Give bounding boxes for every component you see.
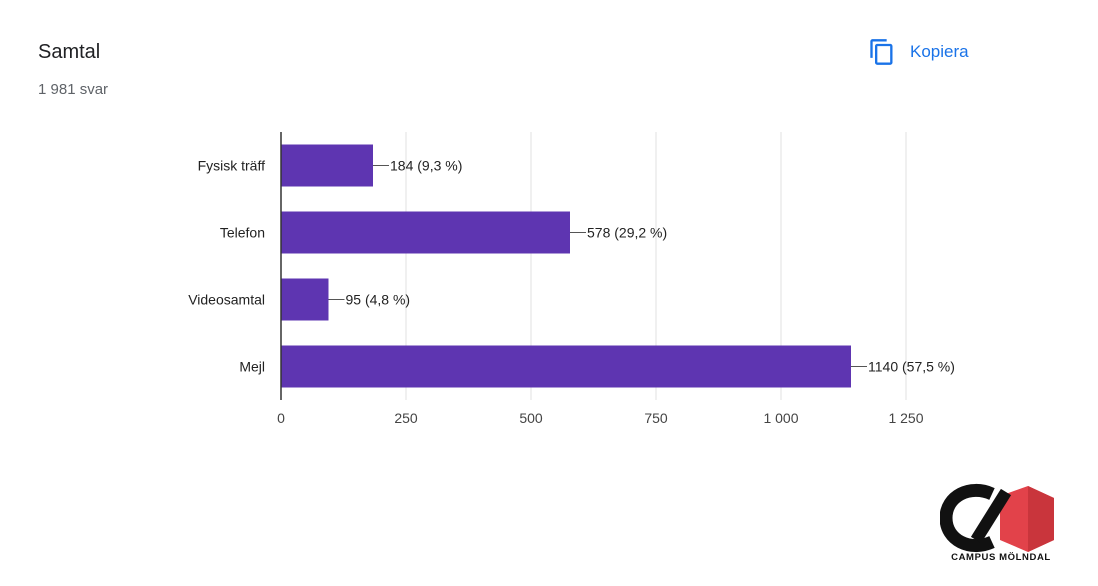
data-label: 95 (4,8 %) — [346, 292, 411, 308]
copy-button-label: Kopiera — [910, 42, 969, 61]
bar — [281, 211, 570, 254]
category-label: Fysisk träff — [198, 158, 266, 174]
category-label: Videosamtal — [188, 292, 265, 308]
category-label: Telefon — [220, 225, 265, 241]
copy-button[interactable]: Kopiera — [868, 34, 969, 70]
chart-title: Samtal — [38, 41, 101, 63]
x-tick-label: 1 250 — [888, 410, 923, 426]
x-tick-label: 1 000 — [763, 410, 798, 426]
data-label: 578 (29,2 %) — [587, 225, 667, 241]
x-tick-label: 500 — [519, 410, 543, 426]
response-count: 1 981 svar — [38, 81, 109, 98]
logo-slash — [970, 488, 1012, 544]
x-tick-label: 0 — [277, 410, 285, 426]
bar — [281, 345, 851, 388]
x-tick-label: 750 — [644, 410, 668, 426]
data-label: 184 (9,3 %) — [390, 158, 462, 174]
bar — [281, 144, 373, 187]
category-label: Mejl — [239, 359, 265, 375]
logo-text: CAMPUS MÖLNDAL — [951, 552, 1051, 563]
copy-icon — [870, 39, 893, 65]
logo-book-side — [1028, 486, 1054, 552]
data-label: 1140 (57,5 %) — [868, 359, 955, 375]
logo-c-arc — [940, 483, 995, 553]
x-tick-label: 250 — [394, 410, 418, 426]
bar — [281, 278, 329, 321]
campus-molndal-logo — [940, 483, 1054, 553]
